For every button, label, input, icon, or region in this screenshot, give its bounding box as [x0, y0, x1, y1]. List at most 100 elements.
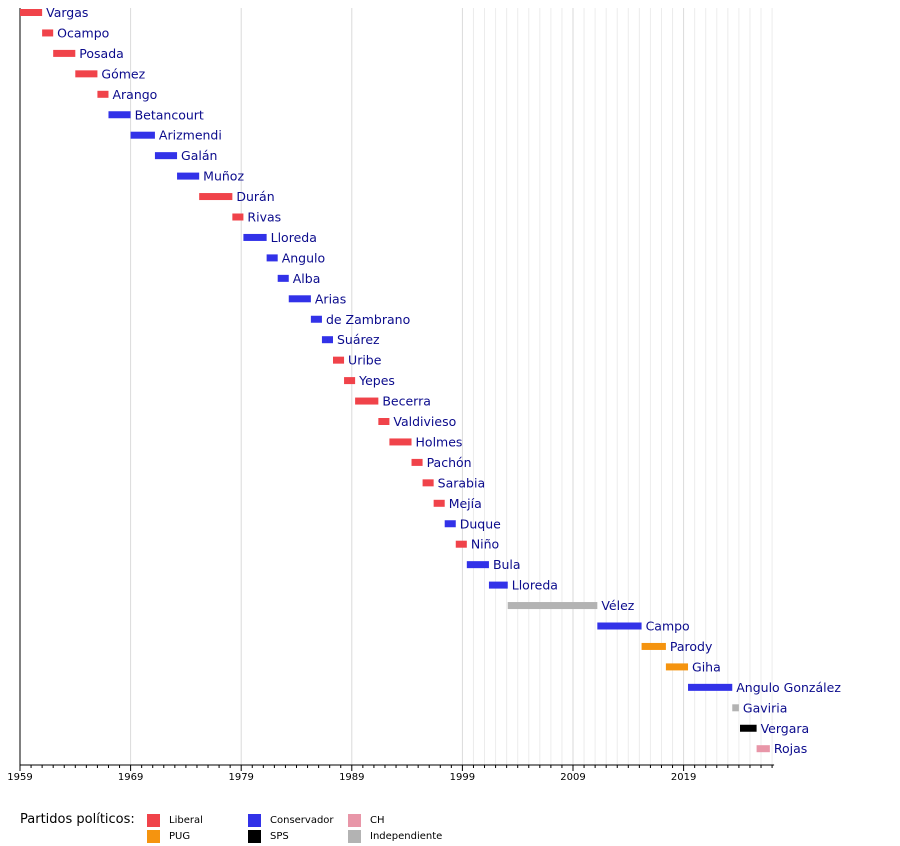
x-tick-label: 2009: [560, 772, 585, 783]
term-bar: [277, 274, 289, 282]
term-label: Sarabia: [438, 475, 485, 490]
term-label: de Zambrano: [326, 312, 410, 327]
term-label: Rojas: [774, 741, 807, 756]
term-bar: [266, 254, 278, 262]
legend-label: PUG: [169, 831, 191, 842]
term-label: Pachón: [427, 455, 472, 470]
legend-label: Liberal: [169, 815, 203, 826]
term-label: Arango: [112, 87, 157, 102]
term-bar: [42, 29, 54, 37]
term-label: Vargas: [46, 5, 88, 20]
term-bar: [378, 418, 390, 425]
term-bar: [665, 663, 689, 671]
term-label: Ocampo: [57, 25, 109, 40]
legend-swatch: [348, 830, 361, 843]
term-label: Lloreda: [512, 578, 558, 593]
term-label: Betancourt: [135, 107, 204, 122]
term-label: Gómez: [101, 66, 145, 81]
term-label: Angulo: [282, 250, 325, 265]
term-label: Vergara: [761, 721, 810, 736]
term-label: Rivas: [247, 210, 281, 225]
term-label: Campo: [646, 619, 690, 634]
legend-item-pug: PUG: [147, 830, 190, 843]
term-bar: [466, 561, 489, 569]
term-bar: [344, 377, 356, 385]
term-bar: [641, 642, 666, 650]
term-bar: [756, 745, 770, 753]
legend-item-liberal: Liberal: [147, 814, 203, 827]
term-label: Arias: [315, 291, 346, 306]
term-bar: [53, 49, 76, 57]
x-tick-label: 1979: [228, 772, 253, 783]
term-bar: [355, 397, 379, 405]
term-bar: [433, 499, 445, 507]
term-bar: [243, 233, 267, 241]
term-label: Parody: [670, 639, 713, 654]
legend-label: Independiente: [370, 831, 443, 842]
x-tick-label: 1989: [339, 772, 364, 783]
x-tick-label: 1999: [450, 772, 475, 783]
term-label: Duque: [460, 516, 501, 531]
term-label: Arizmendi: [159, 128, 222, 143]
term-bar: [488, 581, 508, 589]
term-bar: [232, 213, 244, 221]
legend-swatch: [248, 830, 261, 843]
term-bar: [389, 438, 412, 446]
term-label: Becerra: [382, 394, 431, 409]
term-label: Holmes: [416, 434, 463, 449]
legend-item-conservador: Conservador: [248, 814, 334, 827]
term-bar: [688, 683, 733, 691]
term-label: Yepes: [358, 373, 395, 388]
legend-swatch: [147, 830, 160, 843]
term-bar: [20, 9, 43, 16]
term-bar: [177, 172, 200, 180]
term-bar: [732, 704, 739, 712]
term-label: Alba: [293, 271, 321, 286]
legend-item-ch: CH: [348, 814, 385, 827]
term-label: Muñoz: [203, 169, 244, 184]
term-bar: [455, 540, 467, 548]
term-label: Valdivieso: [393, 414, 456, 429]
term-label: Bula: [493, 557, 521, 572]
term-bar: [75, 70, 98, 78]
term-label: Galán: [181, 148, 217, 163]
timeline-chart: 1959 1969 1979 1989 1999 2009 2019 Vargas Ocampo…: [7, 5, 841, 783]
term-bar: [740, 724, 757, 732]
term-label: Durán: [236, 189, 274, 204]
legend-item-sps: SPS: [248, 830, 289, 843]
term-label: Lloreda: [271, 230, 317, 245]
term-bar: [108, 111, 131, 119]
term-label: Mejía: [449, 496, 482, 511]
term-label: Gaviria: [743, 700, 788, 715]
term-label: Niño: [471, 537, 499, 552]
term-bar: [97, 90, 109, 98]
term-bar: [310, 315, 322, 323]
x-tick-label: 2019: [671, 772, 696, 783]
x-tick-label: 1969: [118, 772, 143, 783]
term-bar: [130, 131, 155, 139]
term-label: Posada: [79, 46, 124, 61]
term-bar: [411, 458, 423, 466]
legend-item-independiente: Independiente: [348, 830, 442, 843]
legend-label: Conservador: [270, 815, 334, 826]
term-bar: [154, 152, 178, 160]
term-bar: [288, 295, 311, 303]
term-label: Angulo González: [736, 680, 841, 695]
x-tick-label: 1959: [7, 772, 32, 783]
term-bar: [332, 356, 345, 364]
term-label: Suárez: [337, 332, 380, 347]
term-bar: [199, 193, 233, 201]
term-bar: [422, 479, 434, 487]
term-label: Giha: [692, 659, 721, 674]
term-label: Vélez: [601, 598, 634, 613]
term-bar: [507, 602, 598, 610]
legend-label: SPS: [270, 831, 289, 842]
legend-title: Partidos políticos:: [20, 812, 135, 827]
term-bar: [597, 622, 642, 630]
term-label: Uribe: [348, 353, 382, 368]
legend-swatch: [348, 814, 361, 827]
term-bar: [321, 336, 333, 344]
legend-label: CH: [370, 815, 385, 826]
legend-swatch: [147, 814, 160, 827]
term-bar: [444, 520, 456, 528]
